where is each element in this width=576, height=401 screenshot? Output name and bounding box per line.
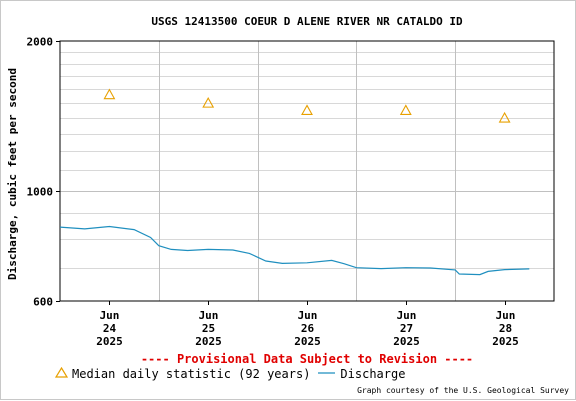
- x-tick-label-month: Jun: [496, 309, 516, 322]
- y-axis: 2000 1000 600: [27, 36, 60, 309]
- series-layer: [59, 88, 530, 276]
- y-tick-label: 2000: [27, 36, 54, 49]
- x-tick-label-year: 2025: [96, 335, 123, 348]
- x-tick-label-year: 2025: [294, 335, 321, 348]
- x-tick-label-year: 2025: [195, 335, 222, 348]
- y-tick-label: 1000: [27, 186, 54, 199]
- x-tick-label-month: Jun: [100, 309, 120, 322]
- median-marker: [498, 111, 511, 123]
- x-tick-label-year: 2025: [492, 335, 519, 348]
- x-tick-label-day: 24: [103, 322, 117, 335]
- legend-median-label: Median daily statistic (92 years): [72, 366, 311, 381]
- legend-median-marker: [54, 366, 69, 381]
- x-tick-label-day: 27: [400, 322, 413, 335]
- x-tick-label-day: 25: [202, 322, 215, 335]
- x-tick-label-month: Jun: [397, 309, 417, 322]
- x-axis: Jun242025Jun252025Jun262025Jun272025Jun2…: [96, 301, 519, 348]
- legend-discharge-swatch: [318, 367, 336, 381]
- discharge-line: [59, 225, 530, 276]
- credit-text: Graph courtesy of the U.S. Geological Su…: [357, 386, 569, 395]
- median-marker: [103, 88, 116, 100]
- chart-title: USGS 12413500 COEUR D ALENE RIVER NR CAT…: [151, 15, 463, 28]
- x-tick-label-month: Jun: [199, 309, 219, 322]
- x-tick-label-day: 28: [499, 322, 512, 335]
- median-marker: [399, 104, 412, 115]
- minor-gridlines: [60, 52, 554, 269]
- provisional-notice: ---- Provisional Data Subject to Revisio…: [141, 352, 473, 366]
- median-marker: [301, 104, 313, 115]
- legend-discharge-label: Discharge: [340, 366, 406, 381]
- y-axis-label: Discharge, cubic feet per second: [6, 68, 19, 280]
- legend: Median daily statistic (92 years) Discha…: [54, 366, 406, 381]
- x-tick-label-day: 26: [301, 322, 315, 335]
- median-marker: [202, 96, 215, 108]
- x-tick-label-month: Jun: [298, 309, 318, 322]
- y-tick-label: 600: [33, 296, 53, 309]
- x-tick-label-year: 2025: [393, 335, 420, 348]
